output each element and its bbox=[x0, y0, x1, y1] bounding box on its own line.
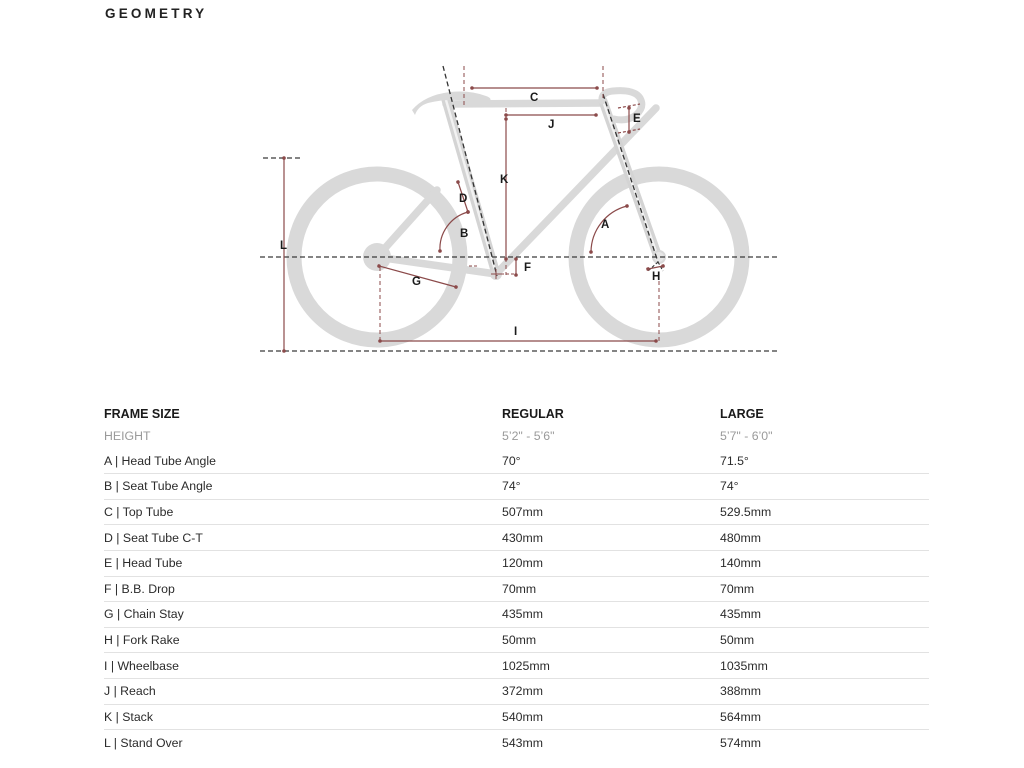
svg-text:A: A bbox=[601, 219, 609, 231]
svg-text:I: I bbox=[514, 326, 517, 338]
svg-text:H: H bbox=[652, 271, 660, 283]
svg-text:C: C bbox=[530, 92, 538, 104]
svg-text:L: L bbox=[280, 240, 287, 252]
svg-text:K: K bbox=[500, 174, 509, 186]
svg-text:J: J bbox=[548, 119, 554, 131]
svg-text:E: E bbox=[633, 113, 641, 125]
svg-text:G: G bbox=[412, 276, 421, 288]
svg-text:D: D bbox=[459, 193, 467, 205]
svg-text:F: F bbox=[524, 262, 531, 274]
svg-text:B: B bbox=[460, 228, 468, 240]
